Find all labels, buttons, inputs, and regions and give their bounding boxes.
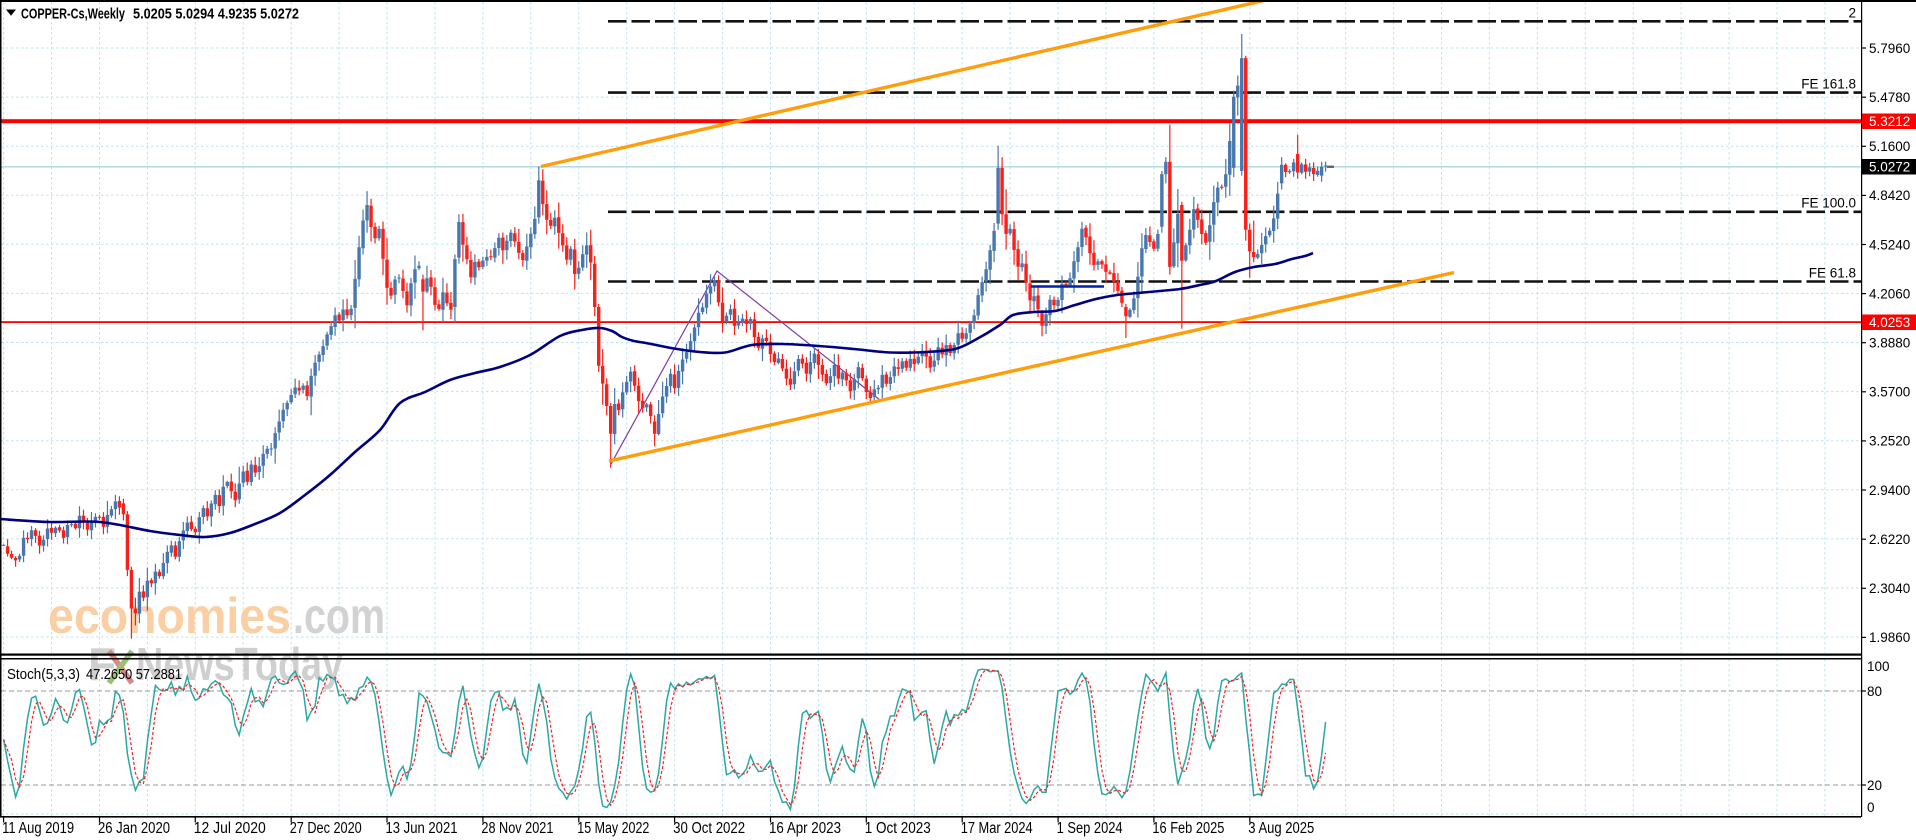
svg-text:2.6220: 2.6220: [1869, 532, 1910, 547]
svg-text:20: 20: [1867, 778, 1882, 793]
svg-text:17 Mar 2024: 17 Mar 2024: [961, 820, 1033, 837]
svg-text:3.2520: 3.2520: [1869, 434, 1910, 449]
svg-text:1 Oct 2023: 1 Oct 2023: [865, 820, 931, 837]
svg-text:15 May 2022: 15 May 2022: [577, 820, 649, 837]
svg-text:3.5700: 3.5700: [1869, 385, 1910, 400]
svg-text:3.8880: 3.8880: [1869, 336, 1910, 351]
svg-text:28 Nov 2021: 28 Nov 2021: [481, 820, 553, 837]
svg-text:4.0253: 4.0253: [1869, 315, 1910, 330]
svg-text:4.8420: 4.8420: [1869, 188, 1910, 203]
svg-text:FE 161.8: FE 161.8: [1801, 77, 1856, 92]
svg-text:2: 2: [1848, 6, 1856, 21]
svg-text:5.3212: 5.3212: [1869, 114, 1910, 129]
svg-text:2.9400: 2.9400: [1869, 483, 1910, 498]
svg-text:16 Apr 2023: 16 Apr 2023: [769, 820, 841, 837]
svg-text:FE 61.8: FE 61.8: [1809, 266, 1856, 281]
svg-text:5.1600: 5.1600: [1869, 139, 1910, 154]
svg-text:16 Feb 2025: 16 Feb 2025: [1152, 820, 1224, 837]
svg-text:Stoch(5,3,3): Stoch(5,3,3): [7, 666, 80, 683]
svg-text:.com: .com: [293, 588, 385, 644]
svg-text:26 Jan 2020: 26 Jan 2020: [98, 820, 170, 837]
svg-text:13 Jun 2021: 13 Jun 2021: [386, 820, 458, 837]
svg-text:80: 80: [1867, 684, 1882, 699]
svg-text:30 Oct 2022: 30 Oct 2022: [673, 820, 745, 837]
svg-text:NewsToday: NewsToday: [136, 638, 343, 690]
svg-text:11 Aug 2019: 11 Aug 2019: [2, 820, 74, 837]
svg-text:COPPER-Cs,Weekly: COPPER-Cs,Weekly: [21, 6, 125, 23]
svg-text:FE 100.0: FE 100.0: [1801, 196, 1856, 211]
svg-text:5.0205 5.0294 4.9235 5.0272: 5.0205 5.0294 4.9235 5.0272: [133, 6, 299, 23]
svg-text:3 Aug 2025: 3 Aug 2025: [1248, 820, 1314, 837]
svg-text:5.0272: 5.0272: [1869, 159, 1910, 174]
svg-text:5.7960: 5.7960: [1869, 41, 1910, 56]
svg-text:economies: economies: [48, 588, 291, 644]
svg-text:100: 100: [1867, 659, 1890, 674]
svg-text:2.3040: 2.3040: [1869, 581, 1910, 596]
svg-text:1.9860: 1.9860: [1869, 630, 1910, 645]
svg-text:12 Jul 2020: 12 Jul 2020: [194, 820, 266, 837]
svg-text:5.4780: 5.4780: [1869, 90, 1910, 105]
svg-text:1 Sep 2024: 1 Sep 2024: [1057, 820, 1123, 837]
svg-text:27 Dec 2020: 27 Dec 2020: [290, 820, 362, 837]
svg-text:47.2650 57.2881: 47.2650 57.2881: [86, 666, 182, 683]
svg-text:0: 0: [1867, 800, 1875, 815]
svg-text:4.5240: 4.5240: [1869, 237, 1910, 252]
svg-text:4.2060: 4.2060: [1869, 286, 1910, 301]
